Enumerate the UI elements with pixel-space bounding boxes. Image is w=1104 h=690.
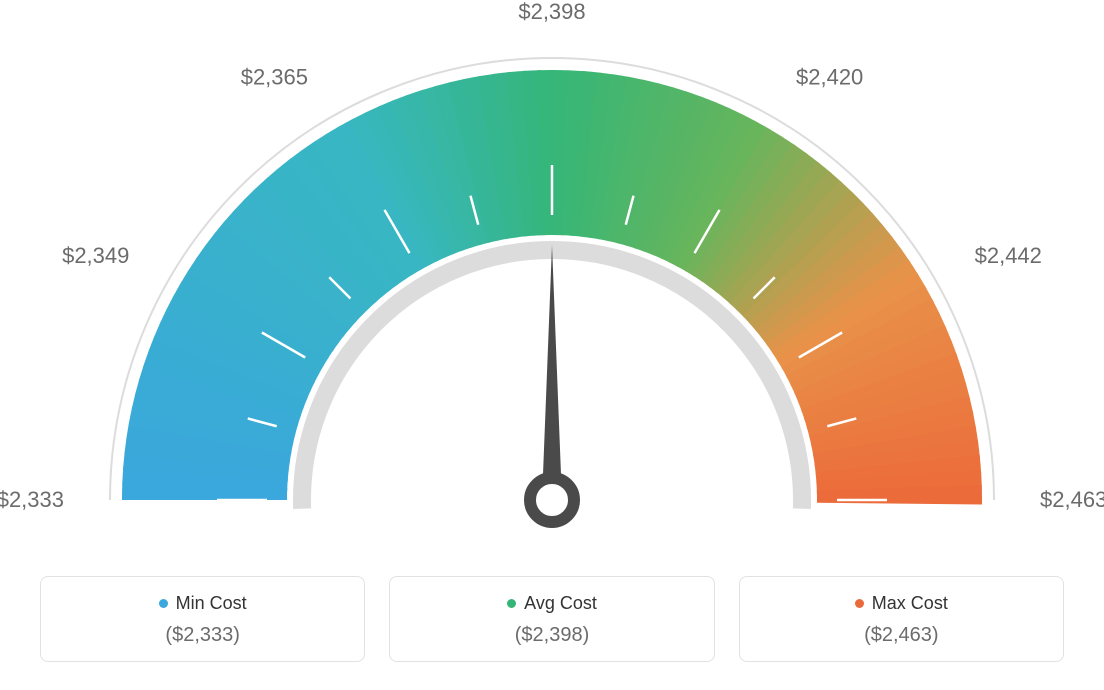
avg-cost-value: ($2,398)	[402, 624, 701, 647]
svg-text:$2,349: $2,349	[62, 243, 129, 268]
max-cost-label: Max Cost	[872, 593, 948, 614]
min-cost-card: Min Cost ($2,333)	[40, 576, 365, 662]
min-cost-label-row: Min Cost	[53, 593, 352, 614]
max-cost-card: Max Cost ($2,463)	[739, 576, 1064, 662]
avg-cost-dot	[507, 599, 516, 608]
max-cost-value: ($2,463)	[752, 624, 1051, 647]
summary-cards: Min Cost ($2,333) Avg Cost ($2,398) Max …	[40, 576, 1064, 662]
svg-text:$2,333: $2,333	[0, 487, 64, 512]
avg-cost-label-row: Avg Cost	[402, 593, 701, 614]
max-cost-label-row: Max Cost	[752, 593, 1051, 614]
svg-text:$2,398: $2,398	[518, 0, 585, 24]
chart-container: $2,333 $2,349 $2,365 $2,398 $2,420 $2,442 $2,4…	[0, 0, 1104, 690]
svg-text:$2,463: $2,463	[1040, 487, 1104, 512]
avg-cost-label: Avg Cost	[524, 593, 597, 614]
gauge-chart: $2,333 $2,349 $2,365 $2,398 $2,420 $2,442 $2,4…	[0, 0, 1104, 560]
svg-text:$2,442: $2,442	[975, 243, 1042, 268]
svg-text:$2,365: $2,365	[241, 64, 308, 89]
min-cost-label: Min Cost	[176, 593, 247, 614]
max-cost-dot	[855, 599, 864, 608]
svg-text:$2,420: $2,420	[796, 64, 863, 89]
min-cost-value: ($2,333)	[53, 624, 352, 647]
avg-cost-card: Avg Cost ($2,398)	[389, 576, 714, 662]
min-cost-dot	[159, 599, 168, 608]
